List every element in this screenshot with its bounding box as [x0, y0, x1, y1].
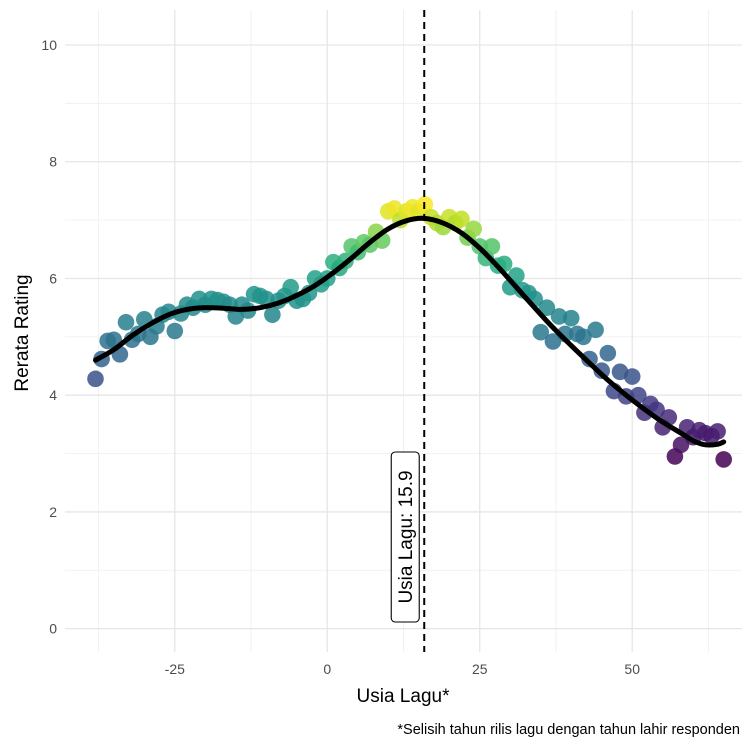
y-tick-label: 10	[41, 37, 57, 53]
y-tick-label: 8	[49, 154, 57, 170]
y-tick-label: 0	[49, 621, 57, 637]
x-tick-label: 25	[472, 661, 488, 677]
data-points	[87, 196, 733, 468]
data-point	[672, 436, 690, 454]
data-point	[709, 423, 726, 440]
data-point	[715, 451, 733, 468]
data-point	[587, 321, 604, 339]
data-point	[538, 299, 556, 316]
smooth-curve	[92, 215, 727, 448]
x-tick-label: -25	[165, 661, 185, 677]
vline-label-box	[390, 451, 420, 623]
data-point	[264, 306, 281, 323]
data-point	[87, 370, 104, 388]
data-point	[544, 333, 562, 350]
y-tick-label: 2	[49, 504, 57, 520]
data-point	[575, 328, 592, 346]
tick-labels: -25 0 25 50 0 2 4 6 8 10	[41, 37, 640, 677]
y-tick-label: 6	[49, 270, 57, 286]
data-point	[166, 322, 184, 340]
smooth-line	[92, 215, 727, 448]
x-tick-label: 0	[323, 661, 331, 677]
x-tick-label: 50	[624, 661, 640, 677]
data-point	[599, 344, 617, 362]
data-point	[483, 238, 501, 255]
vertical-reference-line: Usia Lagu: 15.9	[390, 10, 426, 652]
data-point	[117, 313, 135, 331]
y-axis-title: Rerata Rating	[12, 274, 33, 391]
data-point	[532, 323, 550, 341]
chart-caption: *Selisih tahun rilis lagu dengan tahun l…	[397, 722, 740, 738]
y-tick-label: 4	[49, 387, 57, 403]
vline-label: Usia Lagu: 15.9	[390, 451, 420, 623]
vline-label-text: Usia Lagu: 15.9	[396, 470, 417, 603]
data-point	[562, 309, 580, 327]
x-axis-title: Usia Lagu*	[357, 686, 451, 707]
data-point	[453, 210, 470, 228]
grid-lines	[65, 10, 742, 652]
data-point	[593, 362, 611, 379]
data-point	[581, 350, 598, 368]
data-point	[623, 368, 641, 385]
data-point	[282, 278, 299, 296]
data-point	[550, 308, 568, 325]
data-point	[465, 220, 482, 238]
